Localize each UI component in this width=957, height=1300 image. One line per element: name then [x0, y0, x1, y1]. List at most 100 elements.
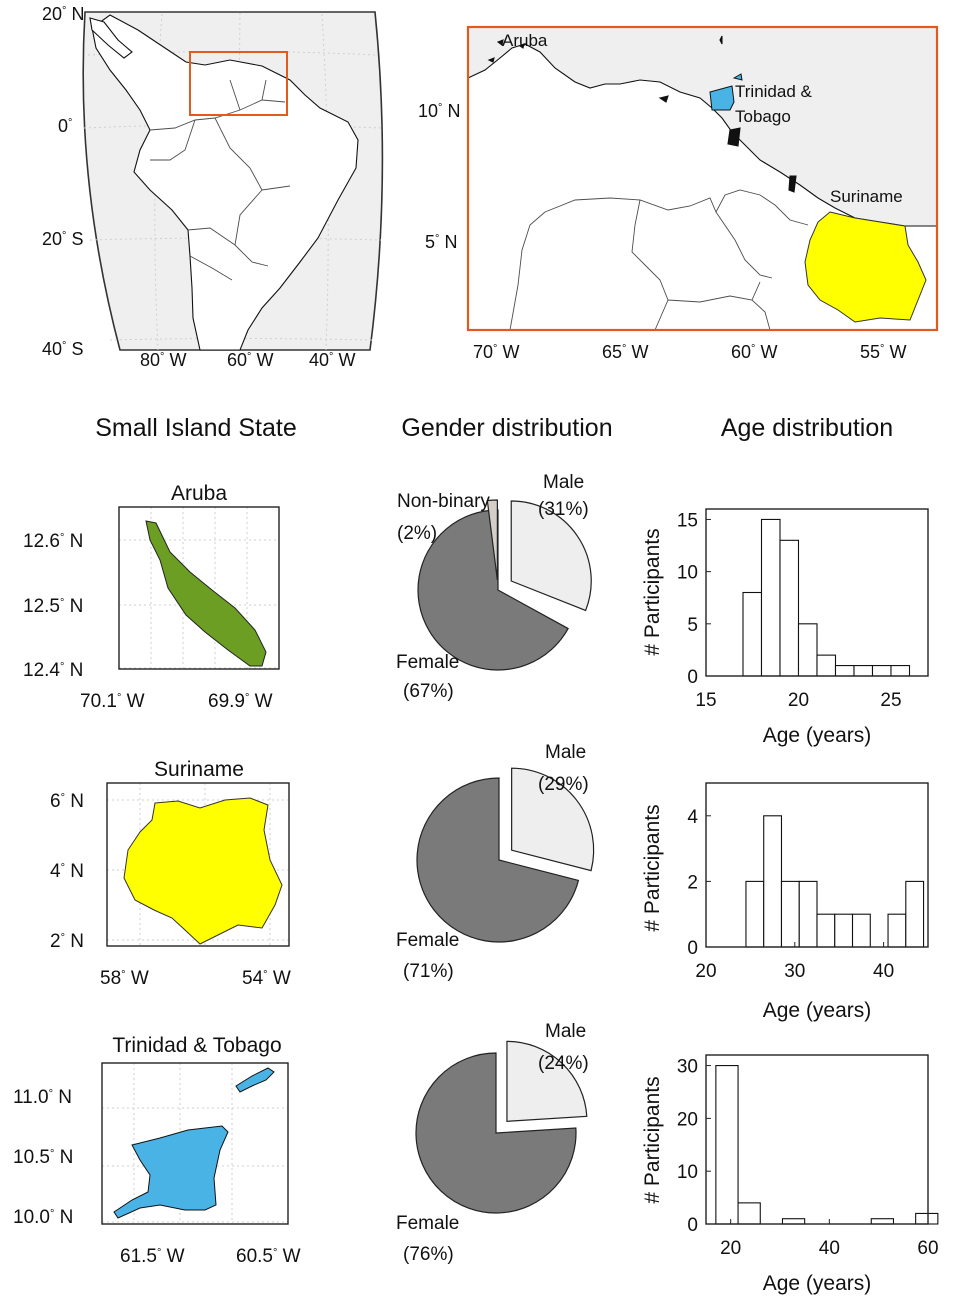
y-axis-label: # Participants	[641, 528, 664, 655]
axes-frame	[705, 508, 929, 677]
svg-text:10.5° N: 10.5° N	[13, 1147, 73, 1168]
y-tick-label: 2	[687, 872, 698, 893]
overview-map: 20° N 0° 20° S 40° S 80° W 60° W 40° W	[42, 4, 384, 370]
histogram-bar	[779, 539, 800, 677]
pie-slice-male	[510, 500, 592, 612]
state-map-suriname: Suriname 6° N 4° N 2° N 58° W 54° W	[50, 758, 291, 989]
pie-label-female: Female	[396, 1213, 459, 1234]
x-tick-label: 20	[788, 690, 809, 711]
histogram-bar	[797, 623, 818, 677]
svg-text:Suriname: Suriname	[154, 758, 244, 781]
svg-text:Trinidad & Tobago: Trinidad & Tobago	[112, 1034, 281, 1057]
histogram-bar	[742, 591, 763, 677]
trinidad-shape-zoom	[709, 85, 735, 111]
pie-label-female: Female	[396, 652, 459, 673]
gender-pie-aruba	[417, 499, 592, 671]
histogram-bar	[763, 815, 783, 948]
histogram-bar	[905, 880, 925, 948]
histogram-bar	[816, 913, 836, 948]
pie-label-nonbinary-pct: (2%)	[397, 523, 437, 544]
x-tick-label: 15	[695, 690, 716, 711]
histogram-bar	[760, 518, 781, 677]
suriname-shape-zoom	[804, 211, 927, 323]
svg-text:0°: 0°	[58, 116, 72, 136]
svg-text:55° W: 55° W	[860, 342, 906, 362]
y-tick-label: 0	[687, 938, 698, 959]
y-axis-label: # Participants	[641, 804, 664, 931]
svg-text:58° W: 58° W	[100, 968, 149, 989]
svg-text:10° N: 10° N	[418, 101, 460, 121]
histogram-bar	[745, 880, 765, 948]
svg-text:60° W: 60° W	[731, 342, 777, 362]
svg-text:12.4° N: 12.4° N	[23, 660, 83, 681]
place-label-aruba: Aruba	[502, 31, 548, 50]
trinidad-shape	[113, 1125, 229, 1219]
place-label-trinidad: Trinidad &	[735, 82, 813, 101]
axes-frame	[705, 1054, 929, 1225]
pie-slice-female	[417, 509, 569, 671]
pie-slice-male	[511, 767, 595, 872]
svg-text:5° N: 5° N	[425, 232, 457, 252]
x-axis-label: Age (years)	[763, 999, 872, 1022]
pie-label-female-pct: (71%)	[403, 961, 454, 982]
histogram-bar	[780, 880, 800, 948]
plot-area	[706, 1055, 928, 1224]
y-tick-label: 10	[677, 563, 698, 584]
svg-text:70° W: 70° W	[473, 342, 519, 362]
x-tick-label: 20	[720, 1238, 741, 1259]
zoom-extent-rectangle	[189, 51, 288, 116]
svg-text:4° N: 4° N	[50, 861, 84, 882]
pie-label-male-pct: (24%)	[538, 1053, 589, 1074]
svg-text:60° W: 60° W	[227, 350, 273, 370]
y-tick-label: 15	[677, 510, 698, 531]
svg-text:12.5° N: 12.5° N	[23, 596, 83, 617]
gender-pie-trinidad-tobago	[415, 1040, 588, 1214]
x-tick-label: 40	[873, 961, 894, 982]
place-label-suriname: Suriname	[830, 187, 903, 206]
pie-labels-trinidad-tobago: Male (24%) Female (76%)	[396, 1021, 589, 1265]
pie-labels-suriname: Male (29%) Female (71%)	[396, 742, 589, 982]
zoom-map: Aruba Trinidad & Tobago Suriname 10° N 5…	[418, 25, 939, 362]
svg-text:Aruba: Aruba	[171, 482, 227, 505]
pie-label-female-pct: (67%)	[403, 681, 454, 702]
histogram-bar	[890, 665, 911, 677]
svg-text:40° S: 40° S	[42, 339, 83, 359]
pie-label-female-pct: (76%)	[403, 1244, 454, 1265]
svg-text:12.6° N: 12.6° N	[23, 531, 83, 552]
histogram-bar	[870, 1218, 895, 1225]
aruba-shape	[145, 520, 267, 667]
pie-label-male-pct: (31%)	[538, 499, 589, 520]
histogram-bar	[715, 1065, 739, 1225]
age-histogram-trinidad-tobago: 0 10 20 30 20 40 60 Age (years) # Participants	[641, 1054, 939, 1295]
south-america-landmass	[91, 14, 359, 351]
svg-text:2° N: 2° N	[50, 931, 84, 952]
y-tick-label: 4	[687, 807, 698, 828]
pie-slice-female	[416, 777, 580, 943]
histogram-bar	[834, 913, 854, 948]
svg-text:80° W: 80° W	[140, 350, 186, 370]
svg-text:70.1° W: 70.1° W	[80, 691, 145, 712]
histogram-bar	[737, 1202, 761, 1225]
svg-text:54° W: 54° W	[242, 968, 291, 989]
x-tick-label: 25	[880, 690, 901, 711]
svg-text:60.5° W: 60.5° W	[236, 1246, 301, 1267]
pie-slice-male	[506, 1040, 588, 1122]
y-axis-label: # Participants	[641, 1076, 664, 1203]
svg-text:6° N: 6° N	[50, 791, 84, 812]
y-tick-label: 0	[687, 1215, 698, 1236]
column-title-age: Age distribution	[721, 414, 893, 442]
pie-label-male-pct: (29%)	[538, 774, 589, 795]
svg-text:20° S: 20° S	[42, 229, 83, 249]
histogram-bar	[853, 665, 874, 677]
x-tick-label: 30	[784, 961, 805, 982]
y-tick-label: 5	[687, 615, 698, 636]
state-map-trinidad-tobago: Trinidad & Tobago 11.0° N 10.5° N 10.0° …	[13, 1034, 301, 1267]
y-tick-label: 0	[687, 667, 698, 688]
y-tick-label: 30	[677, 1057, 698, 1078]
svg-text:10.0° N: 10.0° N	[13, 1207, 73, 1228]
histogram-bar	[781, 1218, 806, 1225]
column-title-states: Small Island State	[95, 414, 297, 442]
tobago-shape-zoom	[732, 73, 743, 81]
